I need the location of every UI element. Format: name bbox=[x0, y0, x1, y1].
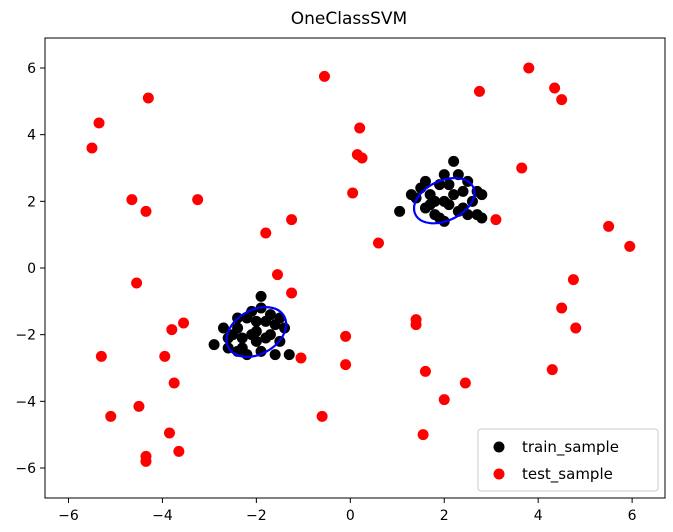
test-point bbox=[192, 194, 204, 206]
train-point bbox=[476, 189, 488, 201]
test-point bbox=[347, 187, 359, 199]
train-point bbox=[269, 349, 281, 361]
y-tick-label: 6 bbox=[27, 61, 36, 77]
train-point bbox=[457, 185, 469, 197]
test-point bbox=[316, 410, 328, 422]
train-point bbox=[448, 189, 460, 201]
test-point bbox=[340, 330, 352, 342]
legend-label-train_sample: train_sample bbox=[522, 438, 619, 457]
x-tick-label: 4 bbox=[534, 508, 543, 524]
test-point bbox=[93, 117, 105, 129]
train-point bbox=[260, 332, 272, 344]
test-point bbox=[459, 377, 471, 389]
test-point bbox=[140, 455, 152, 467]
train-point bbox=[283, 349, 295, 361]
decision-boundary-2 bbox=[412, 176, 476, 225]
test-point bbox=[473, 85, 485, 97]
test-point bbox=[523, 62, 535, 74]
legend-marker-train_sample bbox=[493, 441, 505, 453]
test-point bbox=[295, 352, 307, 364]
test-point bbox=[516, 162, 528, 174]
test-point bbox=[159, 350, 171, 362]
train-point bbox=[246, 329, 258, 341]
test-point bbox=[438, 394, 450, 406]
test-point bbox=[286, 287, 298, 299]
test-point bbox=[286, 214, 298, 226]
train-point bbox=[279, 322, 291, 334]
train-point bbox=[255, 290, 267, 302]
y-tick-label: −2 bbox=[15, 328, 36, 344]
y-tick-label: −6 bbox=[15, 461, 36, 477]
legend-label-test_sample: test_sample bbox=[522, 465, 613, 484]
legend-box bbox=[477, 428, 659, 492]
x-tick-label: −4 bbox=[152, 508, 173, 524]
test-point bbox=[624, 240, 636, 252]
train-point bbox=[208, 339, 220, 351]
y-tick-label: 4 bbox=[27, 128, 36, 144]
train-point bbox=[217, 322, 229, 334]
legend: train_sample test_sample bbox=[477, 428, 659, 492]
train-point bbox=[438, 169, 450, 181]
test-point bbox=[603, 220, 615, 232]
test-point bbox=[410, 319, 422, 331]
x-tick-label: −6 bbox=[58, 508, 79, 524]
train-point bbox=[394, 205, 406, 217]
train-point bbox=[236, 332, 248, 344]
train-point bbox=[250, 315, 262, 327]
test-point bbox=[178, 317, 190, 329]
data-layer bbox=[86, 62, 636, 467]
test-point bbox=[417, 429, 429, 441]
test-point bbox=[556, 302, 568, 314]
test-point bbox=[140, 205, 152, 217]
test-point bbox=[354, 122, 366, 134]
x-tick-label: 0 bbox=[346, 508, 355, 524]
x-tick-label: 6 bbox=[628, 508, 637, 524]
test-point bbox=[272, 269, 283, 281]
test-point bbox=[131, 277, 143, 289]
train-point bbox=[443, 179, 455, 191]
test-point bbox=[86, 142, 98, 154]
x-tick-label: 2 bbox=[440, 508, 449, 524]
train-point bbox=[405, 189, 417, 201]
test-point bbox=[372, 237, 384, 249]
x-tick-label: −2 bbox=[246, 508, 267, 524]
train-point bbox=[476, 212, 488, 224]
train-point bbox=[448, 155, 460, 167]
test-point bbox=[168, 377, 180, 389]
test-point bbox=[163, 427, 175, 439]
test-point bbox=[260, 227, 272, 239]
decision-boundary-1 bbox=[225, 306, 288, 358]
test-point bbox=[356, 152, 368, 164]
test-point bbox=[570, 322, 582, 334]
chart-title: OneClassSVM bbox=[291, 9, 407, 29]
test-point bbox=[340, 359, 352, 371]
series-test_sample bbox=[86, 62, 636, 467]
test-point bbox=[567, 274, 579, 286]
train-point bbox=[424, 199, 436, 211]
plot-area: −6 −4 −2 0 2 4 6 −6 −4 −2 0 2 4 6 bbox=[15, 37, 666, 524]
test-point bbox=[549, 82, 561, 94]
test-point bbox=[556, 94, 568, 106]
test-point bbox=[95, 350, 107, 362]
test-point bbox=[166, 324, 178, 336]
train-point bbox=[419, 175, 431, 187]
test-point bbox=[419, 365, 431, 377]
test-point bbox=[133, 400, 145, 412]
series-train_sample bbox=[208, 155, 488, 361]
test-point bbox=[173, 445, 185, 457]
legend-marker-test_sample bbox=[493, 468, 505, 480]
test-point bbox=[318, 70, 330, 82]
test-point bbox=[546, 364, 558, 376]
train-point bbox=[438, 195, 450, 207]
y-tick-label: 2 bbox=[27, 194, 36, 210]
test-point bbox=[105, 410, 117, 422]
y-tick-label: −4 bbox=[15, 394, 36, 410]
test-point bbox=[490, 214, 502, 226]
test-point bbox=[142, 92, 154, 104]
train-point bbox=[264, 309, 276, 321]
test-point bbox=[126, 194, 138, 206]
y-tick-label: 0 bbox=[27, 261, 36, 277]
